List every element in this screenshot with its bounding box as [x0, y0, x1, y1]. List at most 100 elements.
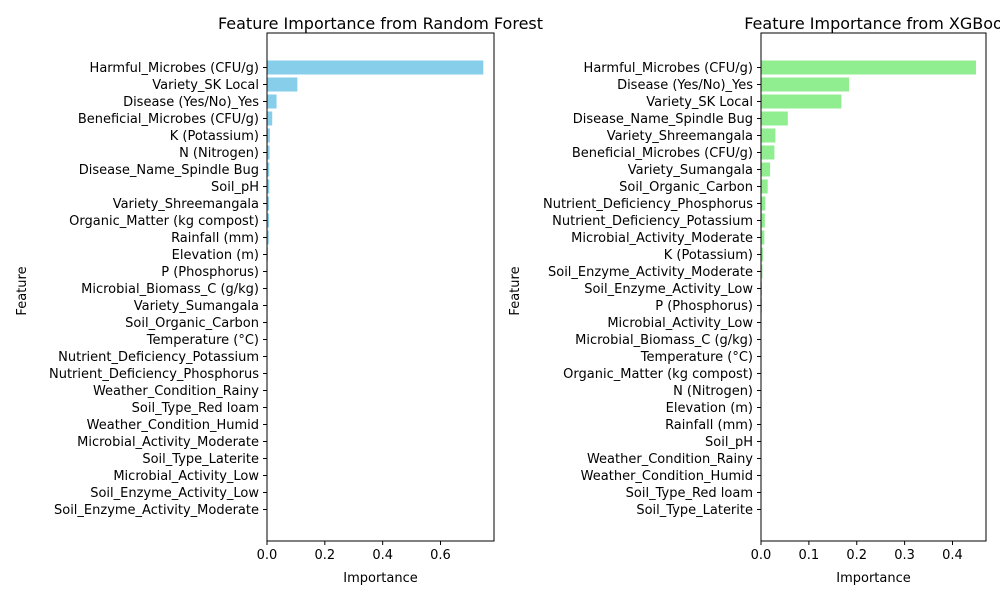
- xgb-bar: [761, 60, 976, 75]
- rf-axes-frame: [266, 32, 495, 542]
- xgb-bar: [761, 247, 763, 262]
- xgb-y-tick-label: Disease_Name_Spindle Bug: [573, 112, 753, 127]
- rf-bar: [267, 60, 484, 75]
- rf-bars: [267, 60, 484, 517]
- rf-y-axis-label: Feature: [15, 266, 30, 315]
- xgb-y-tick-label: Rainfall (mm): [665, 418, 753, 433]
- rf-bar: [267, 162, 270, 177]
- xgb-y-tick-label: Microbial_Biomass_C (g/kg): [575, 333, 753, 348]
- rf-y-tick-label: Variety_Shreemangala: [113, 197, 259, 212]
- xgb-y-tick-label: P (Phosphorus): [655, 299, 753, 314]
- xgb-bar: [761, 128, 776, 143]
- rf-bar: [267, 213, 270, 228]
- xgb-y-tick-label: Variety_SK Local: [646, 95, 753, 110]
- xgb-axes-frame: [760, 32, 987, 542]
- rf-y-tick-label: Beneficial_Microbes (CFU/g): [78, 112, 259, 127]
- xgb-bar: [761, 111, 788, 126]
- rf-bar: [267, 196, 270, 211]
- rf-bar: [267, 111, 273, 126]
- rf-y-tick-label: N (Nitrogen): [179, 146, 259, 161]
- xgb-bar: [761, 162, 771, 177]
- xgb-bar: [761, 264, 763, 279]
- rf-bar: [267, 145, 270, 160]
- rf-y-tick-label: Soil_Enzyme_Activity_Low: [90, 486, 259, 501]
- rf-y-tick-label: Soil_Type_Red loam: [132, 401, 259, 416]
- rf-y-tick-label: Soil_pH: [211, 180, 259, 195]
- xgb-y-tick-label: N (Nitrogen): [673, 384, 753, 399]
- xgb-bar: [761, 145, 775, 160]
- xgb-y-tick-label: Temperature (°C): [640, 350, 753, 365]
- rf-x-tick-label: 0.4: [372, 548, 393, 563]
- rf-y-tick-label: Microbial_Activity_Low: [113, 469, 259, 484]
- xgb-y-tick-label: Organic_Matter (kg compost): [563, 367, 753, 382]
- xgb-y-tick-label: Harmful_Microbes (CFU/g): [584, 61, 753, 76]
- xgb-y-tick-label: Variety_Sumangala: [628, 163, 753, 178]
- xgb-y-tick-label: Elevation (m): [666, 401, 753, 416]
- xgb-y-tick-label: Variety_Shreemangala: [607, 129, 753, 144]
- xgb-y-tick-label: Soil_Enzyme_Activity_Low: [584, 282, 753, 297]
- rf-x-tick-label: 0.2: [314, 548, 335, 563]
- rf-y-tick-label: Microbial_Activity_Moderate: [77, 435, 259, 450]
- xgb-y-axis-label: Feature: [508, 266, 523, 315]
- xgb-y-tick-label: Soil_Organic_Carbon: [619, 180, 753, 195]
- xgb-bar: [761, 94, 842, 109]
- xgboost-panel: Feature Importance from XGBoo Harmful_Mi…: [508, 14, 1000, 586]
- xgb-y-tick-label: Soil_Type_Red loam: [626, 486, 753, 501]
- rf-y-tick-label: Disease_Name_Spindle Bug: [79, 163, 259, 178]
- rf-y-tick-label: Organic_Matter (kg compost): [69, 214, 259, 229]
- rf-y-tick-label: Variety_Sumangala: [134, 299, 259, 314]
- xgb-bar: [761, 196, 766, 211]
- rf-x-ticks: 0.0 0.2 0.4 0.6: [257, 541, 451, 563]
- rf-y-tick-label: Elevation (m): [172, 248, 259, 263]
- random-forest-panel: Feature Importance from Random Forest Ha…: [15, 14, 543, 586]
- xgb-x-ticks: 0.0 0.1 0.2 0.3 0.4: [751, 541, 963, 563]
- rf-x-tick-label: 0.6: [430, 548, 451, 563]
- xgb-y-tick-label: Nutrient_Deficiency_Potassium: [552, 214, 753, 229]
- xgb-y-tick-label: Microbial_Activity_Low: [607, 316, 753, 331]
- rf-bar: [267, 128, 270, 143]
- rf-chart-title: Feature Importance from Random Forest: [218, 14, 543, 33]
- rf-y-tick-label: Harmful_Microbes (CFU/g): [90, 61, 259, 76]
- xgb-bar: [761, 230, 765, 245]
- xgb-y-tick-label: Nutrient_Deficiency_Phosphorus: [543, 197, 753, 212]
- xgb-y-tick-label: Soil_pH: [705, 435, 753, 450]
- xgb-x-axis-label: Importance: [836, 571, 911, 586]
- xgb-y-tick-label: K (Potassium): [664, 248, 753, 263]
- xgb-bar: [761, 77, 850, 92]
- rf-y-tick-label: Microbial_Biomass_C (g/kg): [81, 282, 259, 297]
- xgb-y-tick-label: Beneficial_Microbes (CFU/g): [572, 146, 753, 161]
- rf-y-tick-label: Nutrient_Deficiency_Phosphorus: [49, 367, 259, 382]
- rf-y-tick-label: Variety_SK Local: [152, 78, 259, 93]
- rf-y-tick-label: Temperature (°C): [146, 333, 259, 348]
- xgb-y-tick-label: Weather_Condition_Humid: [581, 469, 753, 484]
- rf-y-ticks: Harmful_Microbes (CFU/g) Variety_SK Local…: [49, 61, 267, 518]
- rf-y-tick-label: Nutrient_Deficiency_Potassium: [58, 350, 259, 365]
- xgb-x-tick-label: 0.3: [894, 548, 915, 563]
- rf-bar: [267, 94, 277, 109]
- rf-y-tick-label: Weather_Condition_Humid: [87, 418, 259, 433]
- rf-bar: [267, 230, 269, 245]
- rf-x-axis-label: Importance: [343, 571, 418, 586]
- xgb-bar: [761, 213, 765, 228]
- xgb-x-tick-label: 0.2: [846, 548, 867, 563]
- xgb-x-tick-label: 0.4: [942, 548, 963, 563]
- rf-y-tick-label: Weather_Condition_Rainy: [93, 384, 259, 399]
- rf-y-tick-label: Disease (Yes/No)_Yes: [123, 95, 259, 110]
- rf-y-tick-label: K (Potassium): [170, 129, 259, 144]
- xgb-bars: [761, 60, 976, 517]
- xgb-y-ticks: Harmful_Microbes (CFU/g) Disease (Yes/No)…: [543, 61, 761, 518]
- xgb-chart-title: Feature Importance from XGBoo: [744, 14, 1000, 33]
- rf-y-tick-label: Soil_Enzyme_Activity_Moderate: [54, 503, 259, 518]
- xgb-y-tick-label: Weather_Condition_Rainy: [587, 452, 753, 467]
- rf-bar: [267, 179, 270, 194]
- rf-y-tick-label: P (Phosphorus): [161, 265, 259, 280]
- rf-bar: [267, 77, 298, 92]
- xgb-y-tick-label: Microbial_Activity_Moderate: [571, 231, 753, 246]
- xgb-y-tick-label: Soil_Type_Laterite: [636, 503, 753, 518]
- rf-y-tick-label: Rainfall (mm): [171, 231, 259, 246]
- xgb-y-tick-label: Soil_Enzyme_Activity_Moderate: [548, 265, 753, 280]
- rf-y-tick-label: Soil_Organic_Carbon: [125, 316, 259, 331]
- rf-y-tick-label: Soil_Type_Laterite: [142, 452, 259, 467]
- xgb-x-tick-label: 0.0: [751, 548, 772, 563]
